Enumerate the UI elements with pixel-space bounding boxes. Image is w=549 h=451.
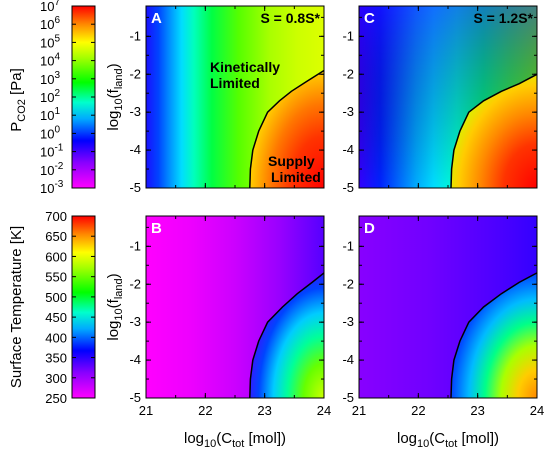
panel-d-letter: D: [364, 220, 375, 237]
y-tick-label: -1: [129, 238, 141, 253]
x-tick-label: 21: [352, 403, 366, 418]
y-tick-label: -5: [342, 390, 354, 405]
panel-d: D 21 22 23 24 -1 -2 -3 -4 -5: [342, 215, 544, 418]
colorbar-temperature-tick-label: 300: [45, 371, 67, 386]
y-tick-label: -1: [342, 28, 354, 43]
y-tick-label: -4: [342, 142, 354, 157]
annotation-limited-1: Limited: [210, 75, 260, 91]
y-tick-label: -5: [129, 180, 141, 195]
colorbar-pco2-tick-label: 104: [40, 52, 60, 69]
panel-c-title: S = 1.2S*: [473, 10, 533, 26]
colorbar-temperature-tick-label: 700: [45, 209, 67, 224]
x-tick-label: 22: [198, 403, 212, 418]
x-tick-label: 23: [470, 403, 484, 418]
colorbar-pco2-tick-label: 106: [40, 15, 60, 32]
colorbar-pco2-tick-label: 103: [40, 70, 60, 87]
xlabel-right: log10(Ctot [mol]): [397, 430, 499, 450]
panel-a-ticks: -1 -2 -3 -4 -5: [129, 6, 325, 195]
panel-d-ticks: 21 22 23 24 -1 -2 -3 -4 -5: [342, 216, 544, 418]
colorbar-temperature-tick-label: 500: [45, 290, 67, 305]
panel-a-supply-region: [249, 70, 324, 188]
y-tick-label: -1: [129, 28, 141, 43]
colorbar-pco2-tick-label: 10-1: [40, 143, 64, 160]
panel-a-letter: A: [151, 10, 162, 27]
panel-a-boundary-line: [249, 69, 325, 189]
xlabel-left: log10(Ctot [mol]): [184, 430, 286, 450]
y-tick-label: -4: [342, 352, 354, 367]
colorbar-temperature-tick-label: 350: [45, 351, 67, 366]
y-tick-label: -2: [129, 66, 141, 81]
y-tick-label: -2: [129, 276, 141, 291]
y-tick-label: -4: [129, 142, 141, 157]
x-tick-label: 21: [139, 403, 153, 418]
annotation-limited-2: Limited: [271, 169, 321, 185]
colorbar-pco2-tick-label: 105: [40, 33, 60, 50]
panel-b-boundary-line: [249, 272, 325, 399]
y-tick-label: -4: [129, 352, 141, 367]
panel-b-supply-region: [249, 272, 324, 398]
panel-d-boundary-line: [450, 272, 538, 399]
panel-d-supply-region: [451, 272, 537, 398]
y-tick-label: -3: [342, 314, 354, 329]
x-tick-label: 22: [411, 403, 425, 418]
y-tick-label: -2: [342, 276, 354, 291]
annotation-kinetically: Kinetically: [210, 59, 280, 75]
panel-a-title: S = 0.8S*: [260, 10, 320, 26]
colorbar-temperature-tick-label: 400: [45, 330, 67, 345]
colorbar-pco2-label: PCO2 [Pa]: [8, 68, 28, 132]
y-tick-label: -3: [129, 104, 141, 119]
colorbar-temperature-tick-label: 600: [45, 249, 67, 264]
colorbar-pco2-tick-label: 102: [40, 88, 60, 105]
panel-a: A S = 0.8S* Kinetically Limited Supply L…: [129, 5, 325, 195]
panel-c-letter: C: [364, 10, 375, 27]
panel-b-letter: B: [151, 220, 162, 237]
colorbar-temperature: 700 650 600 550 500 450 400 350 300 250 Surface T…: [8, 209, 96, 406]
colorbar-temperature-tick-label: 550: [45, 270, 67, 285]
ylabel-bottom-left: log10(fland): [105, 273, 125, 340]
colorbar-pco2-tick-label: 101: [40, 106, 60, 123]
colorbar-temperature-tick-label: 250: [45, 391, 67, 406]
panel-c-boundary-line: [450, 73, 538, 189]
colorbar-pco2-tick-label: 10-3: [40, 179, 64, 196]
colorbar-temperature-tick-label: 650: [45, 229, 67, 244]
y-tick-label: -2: [342, 66, 354, 81]
y-tick-label: -3: [129, 314, 141, 329]
ylabel-top-left: log10(fland): [105, 63, 125, 130]
y-tick-label: -5: [129, 390, 141, 405]
y-tick-label: -1: [342, 238, 354, 253]
panel-b-ticks: 21 22 23 24 -1 -2 -3 -4 -5: [129, 216, 331, 418]
x-tick-label: 24: [317, 403, 331, 418]
x-tick-label: 24: [530, 403, 544, 418]
panel-c-supply-region: [451, 74, 537, 188]
y-tick-label: -5: [342, 180, 354, 195]
colorbar-temperature-gradient: [71, 215, 96, 399]
colorbar-pco2-tick-label: 10-2: [40, 161, 64, 178]
colorbar-temperature-ticks: 700 650 600 550 500 450 400 350 300 250: [45, 209, 95, 406]
colorbar-pco2-tick-label: 100: [40, 124, 60, 141]
x-tick-label: 23: [257, 403, 271, 418]
panel-c-ticks: -1 -2 -3 -4 -5: [342, 6, 538, 195]
annotation-supply: Supply: [268, 153, 315, 169]
colorbar-pco2-tick-label: 107: [40, 0, 60, 14]
panel-c: C S = 1.2S* -1 -2 -3 -4 -5: [342, 5, 538, 195]
colorbar-temperature-tick-label: 450: [45, 310, 67, 325]
y-tick-label: -3: [342, 104, 354, 119]
colorbar-temperature-label: Surface Temperature [K]: [8, 226, 25, 388]
panel-b: B 21 22 23 24 -1 -2 -3 -4 -5: [129, 215, 331, 418]
